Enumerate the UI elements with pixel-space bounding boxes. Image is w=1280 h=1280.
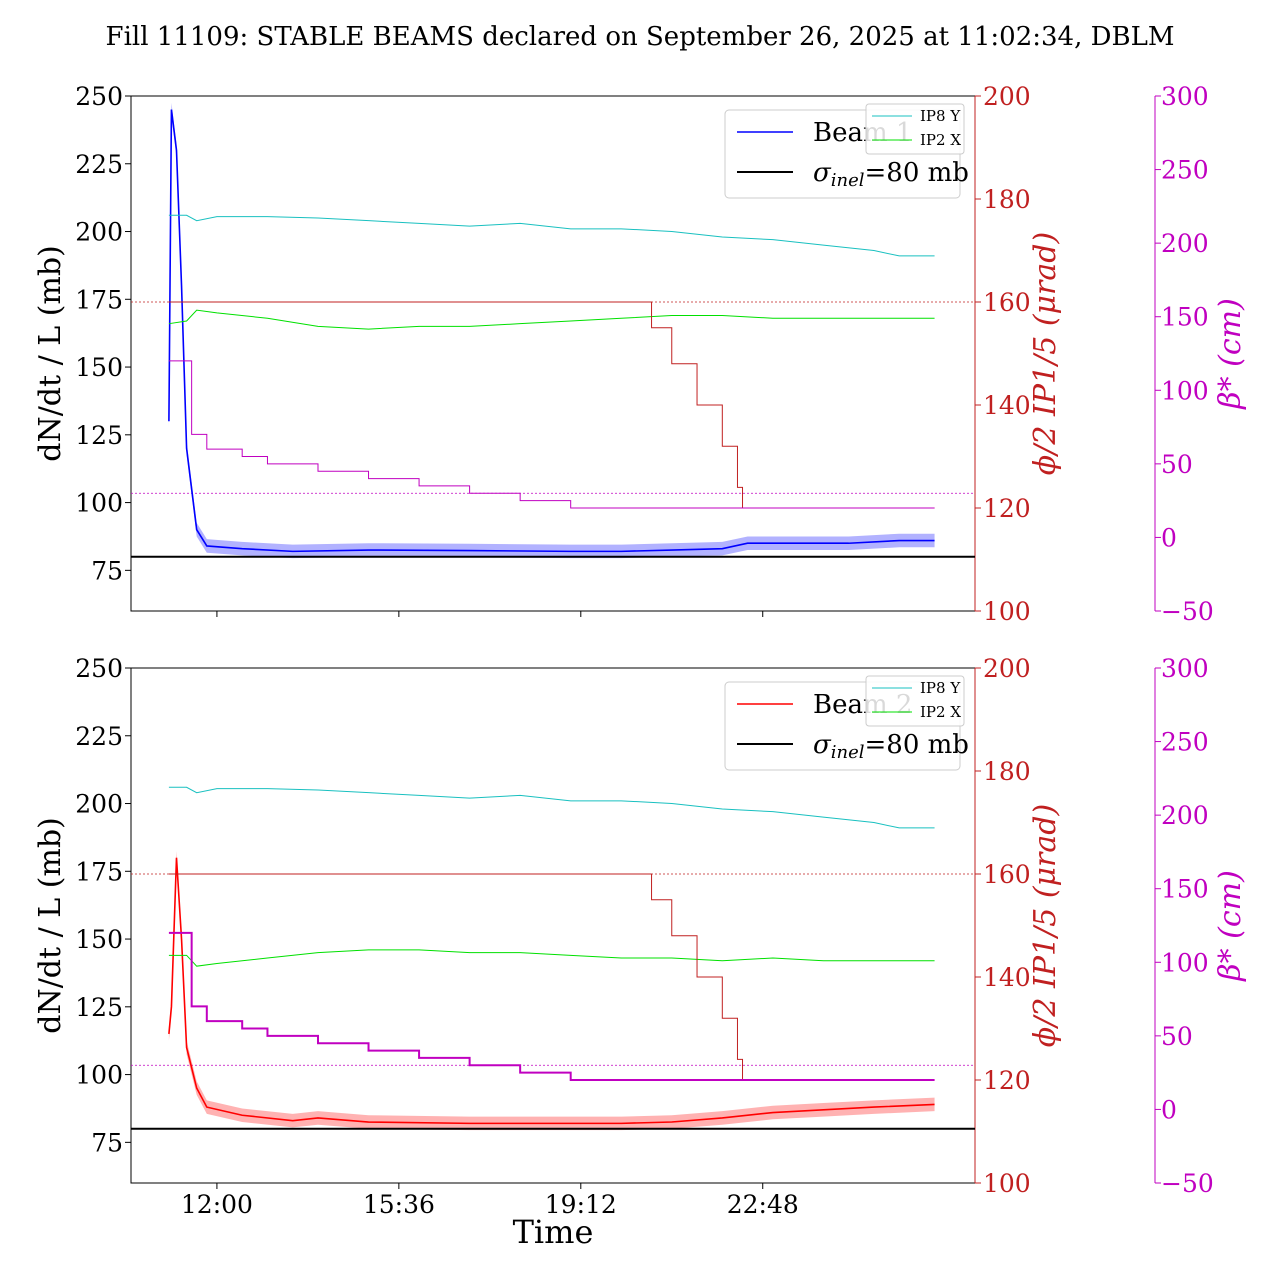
y-mid-tick-label: 160 [983,288,1031,317]
legend-ip2-label: IP2 X [920,131,961,149]
legend-ref-label: σinel=80 mb [813,158,969,191]
y-right-tick-label: 250 [1161,156,1209,185]
y-left-tick-label: 75 [91,1128,123,1157]
figure-title: Fill 11109: STABLE BEAMS declared on Sep… [106,22,1175,52]
y-right-tick-label: 300 [1161,654,1209,683]
y-right-tick-label: 150 [1161,875,1209,904]
y-left-axis-label: dN/dt / L (mb) [33,817,68,1034]
y-mid-tick-label: 120 [983,1066,1031,1095]
y-right-tick-label: 0 [1161,1095,1177,1124]
y-right-tick-label: 50 [1161,1022,1193,1051]
x-axis-label: Time [513,1213,594,1251]
y-right-tick-label: 250 [1161,728,1209,757]
y-left-tick-label: 225 [75,722,123,751]
series-line [168,360,935,509]
x-tick-label: 15:36 [363,1190,435,1219]
x-tick-label: 22:48 [727,1190,799,1219]
y-left-tick-label: 175 [75,285,123,314]
series-line [168,214,935,257]
series-line [168,931,935,1081]
y-mid-tick-label: 100 [983,597,1031,626]
legend-ip8-label: IP8 Y [920,107,961,125]
y-left-tick-label: 125 [75,421,123,450]
y-mid-tick-label: 160 [983,860,1031,889]
y-right-tick-label: 300 [1161,82,1209,111]
y-left-tick-label: 225 [75,150,123,179]
y-right-tick-label: −50 [1161,597,1214,626]
legend-ip2-label: IP2 X [920,703,961,721]
chart-panel-2: 75 100 125 150 175 200 225 250 100 120 140 160 180 20… [33,654,1248,1219]
y-left-tick-label: 100 [75,1061,123,1090]
y-right-tick-label: 100 [1161,376,1209,405]
y-right-tick-label: 200 [1161,229,1209,258]
y-mid-tick-label: 180 [983,185,1031,214]
series-line [168,873,935,1081]
y-right-axis-label: β* (cm) [1213,870,1248,982]
y-left-tick-label: 150 [75,353,123,382]
y-left-tick-label: 200 [75,218,123,247]
y-mid-tick-label: 200 [983,654,1031,683]
y-left-tick-label: 100 [75,489,123,518]
chart-panel-1: 75 100 125 150 175 200 225 250 100 120 140 160 180 20… [33,82,1248,626]
y-left-tick-label: 150 [75,925,123,954]
y-right-tick-label: 200 [1161,801,1209,830]
y-mid-tick-label: 180 [983,757,1031,786]
y-mid-tick-label: 100 [983,1169,1031,1198]
y-left-tick-label: 250 [75,82,123,111]
y-right-tick-label: 50 [1161,450,1193,479]
y-mid-tick-label: 140 [983,391,1031,420]
series-line [168,786,935,829]
y-mid-tick-label: 200 [983,82,1031,111]
y-right-tick-label: 150 [1161,303,1209,332]
y-left-tick-label: 200 [75,790,123,819]
x-tick-label: 19:12 [545,1190,617,1219]
y-left-axis-label: dN/dt / L (mb) [33,245,68,462]
y-right-axis-label: β* (cm) [1213,298,1248,410]
series-line [168,949,935,967]
legend-ip8-label: IP8 Y [920,679,961,697]
y-left-tick-label: 175 [75,857,123,886]
y-right-tick-label: 100 [1161,948,1209,977]
y-left-tick-label: 75 [91,556,123,585]
legend-ref-label: σinel=80 mb [813,730,969,763]
y-mid-tick-label: 120 [983,494,1031,523]
y-mid-axis-label: ϕ/2 IP1/5 (μrad) [1028,804,1063,1047]
y-left-tick-label: 125 [75,993,123,1022]
x-tick-label: 12:00 [181,1190,253,1219]
y-mid-tick-label: 140 [983,963,1031,992]
y-left-tick-label: 250 [75,654,123,683]
chart-panels: 75 100 125 150 175 200 225 250 100 120 140 160 180 20… [33,82,1248,1219]
y-right-tick-label: 0 [1161,523,1177,552]
y-mid-axis-label: ϕ/2 IP1/5 (μrad) [1028,232,1063,475]
series-line [168,301,935,509]
series-line [168,109,935,553]
y-right-tick-label: −50 [1161,1169,1214,1198]
series-line [168,857,935,1125]
series-line [168,309,935,330]
beam-band [168,850,935,1131]
